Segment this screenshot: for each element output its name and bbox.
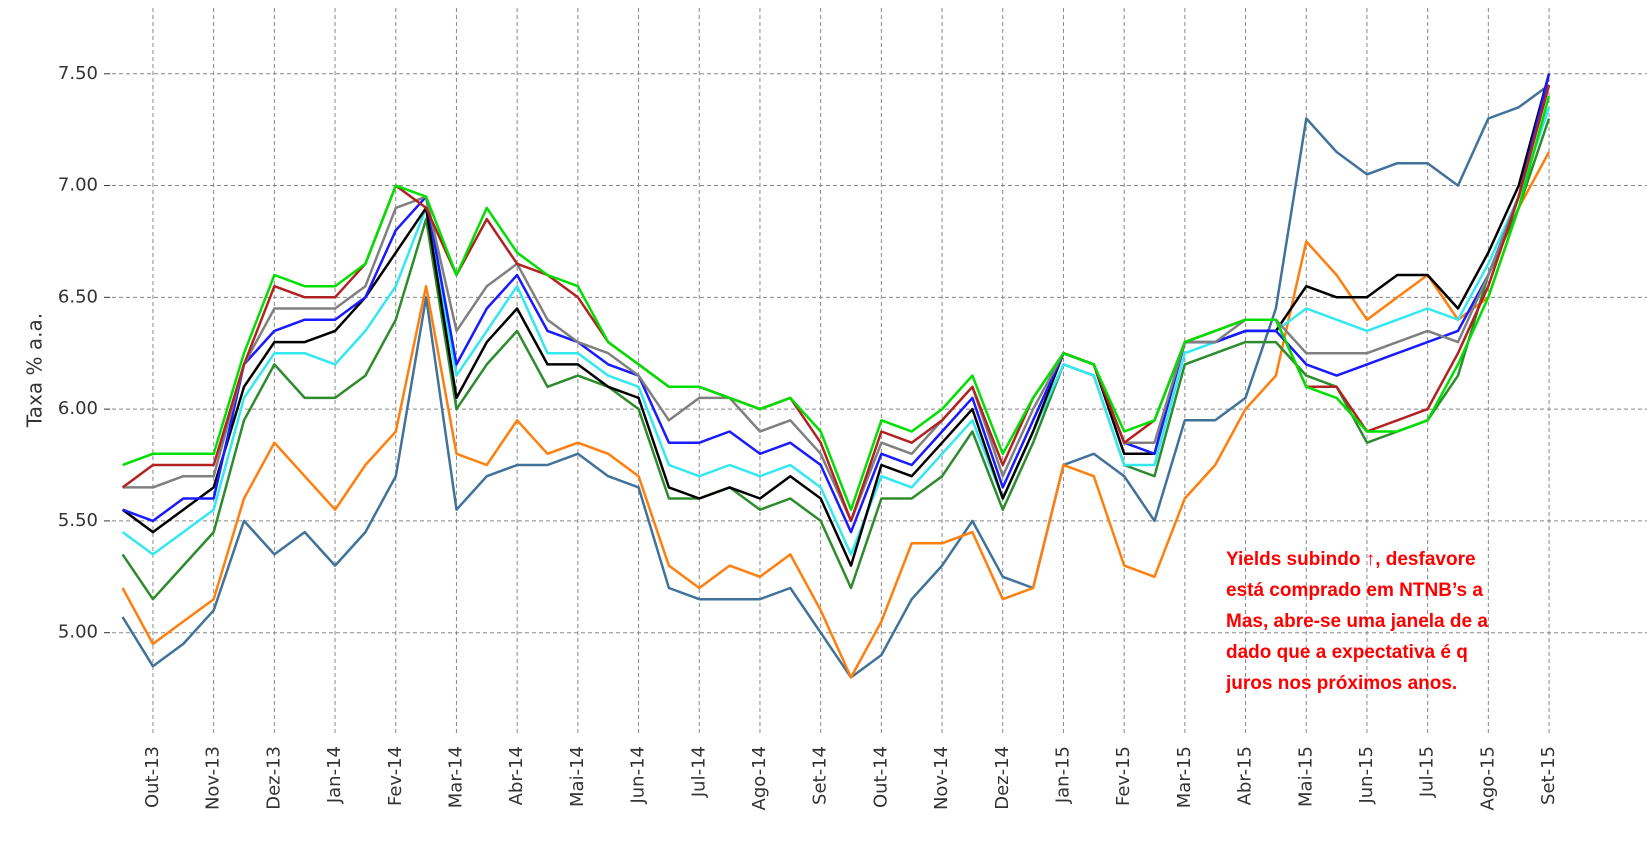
- series-line: [121, 106, 1551, 556]
- x-tick-label: Abr-14: [506, 746, 527, 805]
- y-tick-label: 7.50: [58, 63, 98, 84]
- x-tick-label: Jan-14: [324, 746, 345, 804]
- x-tick-label: Nov-14: [931, 746, 952, 810]
- series-line: [121, 151, 1551, 679]
- x-tick-label: Ago-14: [749, 746, 770, 811]
- y-tick-label: 7.00: [58, 175, 98, 196]
- x-tick-label: Jul-14: [688, 746, 709, 798]
- y-tick-label: 5.00: [58, 622, 98, 643]
- x-tick-label: Nov-13: [203, 746, 224, 810]
- x-tick-label: Dez-13: [263, 746, 284, 810]
- y-tick-label: 6.00: [58, 398, 98, 419]
- series-line: [121, 118, 1551, 601]
- x-tick-label: Jan-15: [1052, 746, 1073, 804]
- annotation: juros nos próximos anos.: [1225, 673, 1457, 694]
- x-tick-label: Mai-14: [567, 746, 588, 807]
- annotation: dado que a expectativa é q: [1226, 642, 1468, 663]
- x-tick-label: Fev-14: [385, 746, 406, 806]
- x-tick-label: Mar-15: [1174, 746, 1195, 808]
- series-line: [121, 83, 1550, 679]
- x-tick-label: Jun-14: [628, 746, 649, 805]
- x-tick-label: Set-15: [1538, 746, 1559, 805]
- x-tick-label: Jul-15: [1417, 746, 1438, 798]
- y-axis-label: Taxa % a.a.: [23, 313, 47, 428]
- series-line: [121, 84, 1551, 523]
- series-line: [121, 73, 1551, 567]
- annotation: está comprado em NTNB’s a: [1226, 580, 1483, 601]
- annotation: Yields subindo ↑, desfavore: [1226, 549, 1476, 570]
- x-tick-label: Jun-15: [1356, 746, 1377, 805]
- x-tick-label: Abr-15: [1235, 746, 1256, 805]
- annotation: Mas, abre-se uma janela de a: [1226, 611, 1488, 632]
- y-tick-label: 6.50: [58, 286, 98, 307]
- x-tick-label: Out-14: [870, 746, 891, 808]
- series-line: [122, 73, 1551, 534]
- series-line: [122, 84, 1551, 523]
- x-tick-label: Dez-14: [992, 746, 1013, 810]
- x-tick-label: Mar-14: [445, 746, 466, 808]
- series-line: [122, 95, 1551, 511]
- x-tick-label: Fev-15: [1113, 746, 1134, 806]
- x-tick-label: Set-14: [810, 746, 831, 805]
- x-tick-label: Ago-15: [1477, 746, 1498, 811]
- x-tick-label: Mai-15: [1295, 746, 1316, 807]
- y-tick-label: 5.50: [58, 510, 98, 531]
- x-tick-label: Out-13: [142, 746, 163, 808]
